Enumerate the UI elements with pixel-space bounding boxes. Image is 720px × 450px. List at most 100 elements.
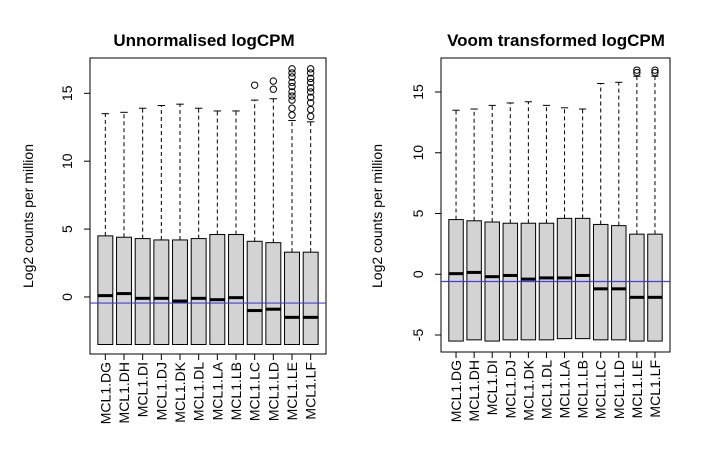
box-body — [172, 239, 188, 345]
box-MCL1.DG — [97, 113, 114, 345]
box-body — [265, 242, 282, 345]
x-tick-label: MCL1.DG — [97, 362, 113, 424]
box-MCL1.DH — [116, 111, 132, 345]
outlier-point — [269, 85, 278, 93]
box-body — [448, 219, 464, 342]
box-MCL1.LB — [574, 108, 591, 340]
outlier-point — [306, 65, 315, 73]
box-body — [209, 234, 226, 345]
plot-frame — [89, 57, 327, 355]
x-tick-label: MCL1.LC — [593, 360, 609, 419]
outlier-point — [306, 105, 315, 114]
x-tick-label: MCL1.LF — [647, 360, 663, 418]
box-MCL1.LD — [611, 81, 627, 341]
box-MCL1.DK — [520, 101, 537, 341]
box-body — [466, 220, 482, 341]
x-tick-label: MCL1.LA — [557, 359, 573, 418]
box-body — [246, 240, 263, 345]
box-body — [647, 233, 663, 342]
outlier-point — [288, 111, 296, 119]
box-MCL1.DL — [538, 104, 555, 341]
box-body — [190, 238, 207, 345]
outlier-point — [288, 104, 296, 112]
plot-frame — [440, 57, 671, 353]
x-tick-label: MCL1.LD — [611, 360, 627, 419]
box-MCL1.DJ — [502, 102, 519, 341]
box-MCL1.DH — [466, 108, 482, 341]
box-body — [302, 251, 319, 345]
outlier-point — [306, 69, 315, 77]
outlier-point — [288, 96, 296, 104]
x-tick-label: MCL1.LB — [228, 362, 244, 420]
outlier-point — [288, 92, 296, 100]
x-tick-label: MCL1.LC — [247, 362, 263, 421]
y-tick-label: 5 — [410, 209, 426, 217]
x-tick-label: MCL1.LF — [303, 362, 319, 420]
outlier-point — [288, 78, 296, 87]
outlier-point — [288, 73, 296, 81]
box-MCL1.DJ — [153, 105, 170, 345]
box-MCL1.LA — [556, 107, 573, 340]
box-MCL1.DL — [190, 107, 207, 345]
x-tick-label: MCL1.LD — [265, 362, 281, 421]
x-tick-label: MCL1.DI — [484, 360, 500, 415]
box-body — [134, 238, 151, 345]
panel-unnormalised: Unnormalised logCPM Log2 counts per mill… — [20, 31, 327, 424]
box-body — [97, 235, 114, 345]
box-body — [611, 225, 627, 341]
box-MCL1.DK — [172, 103, 188, 345]
y-axis-label: Log2 counts per million — [369, 144, 385, 288]
box-MCL1.LD — [265, 77, 282, 345]
outlier-point — [269, 77, 278, 85]
outlier-point — [633, 68, 641, 77]
x-tick-label: MCL1.LA — [209, 361, 225, 420]
y-axis-label: Log2 counts per million — [20, 144, 36, 288]
outlier-point — [306, 112, 315, 121]
x-tick-label: MCL1.DK — [172, 361, 188, 422]
x-tick-label: MCL1.DK — [520, 359, 536, 420]
box-MCL1.LA — [209, 110, 226, 345]
outlier-point — [306, 74, 315, 83]
y-tick-label: 0 — [59, 293, 75, 301]
chart-title: Unnormalised logCPM — [113, 31, 294, 50]
outlier-point — [250, 81, 259, 89]
outlier-point — [651, 66, 659, 74]
box-body — [153, 239, 170, 345]
y-tick-label: 15 — [59, 85, 75, 101]
x-tick-label: MCL1.DJ — [153, 362, 169, 420]
outlier-point — [306, 88, 315, 96]
x-tick-label: MCL1.LE — [284, 362, 300, 420]
box-body — [574, 217, 591, 340]
box-MCL1.LF — [302, 65, 319, 345]
box-MCL1.LF — [647, 66, 663, 342]
outlier-point — [651, 68, 659, 77]
box-MCL1.LE — [629, 66, 645, 342]
box-MCL1.DI — [134, 107, 151, 345]
box-MCL1.LC — [592, 83, 609, 341]
x-tick-label: MCL1.DH — [466, 360, 482, 421]
x-tick-label: MCL1.DL — [538, 360, 554, 419]
y-tick-label: 15 — [410, 84, 426, 100]
box-MCL1.LE — [284, 65, 300, 345]
box-body — [228, 234, 244, 345]
outlier-point — [306, 78, 315, 87]
outlier-point — [306, 84, 315, 92]
y-tick-label: 10 — [410, 145, 426, 161]
box-body — [592, 223, 609, 341]
box-MCL1.LC — [246, 81, 263, 345]
x-tick-label: MCL1.DJ — [502, 360, 518, 418]
x-tick-label: MCL1.DI — [135, 362, 151, 417]
box-body — [116, 236, 132, 345]
box-body — [629, 233, 645, 342]
box-MCL1.DG — [448, 109, 464, 342]
chart-title: Voom transformed logCPM — [447, 31, 665, 50]
box-MCL1.DI — [484, 104, 500, 342]
box-MCL1.LB — [228, 110, 244, 345]
panel-voom: Voom transformed logCPM Log2 counts per … — [369, 31, 671, 422]
outlier-point — [306, 93, 315, 102]
outlier-point — [288, 69, 296, 77]
x-tick-label: MCL1.DL — [191, 362, 207, 421]
x-tick-label: MCL1.LB — [575, 360, 591, 418]
outlier-point — [288, 82, 296, 91]
outlier-point — [306, 99, 315, 107]
